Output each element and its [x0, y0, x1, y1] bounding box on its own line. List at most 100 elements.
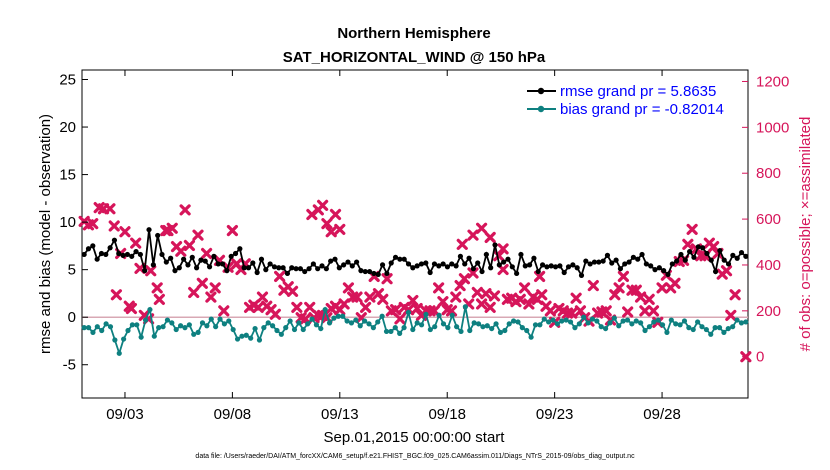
rmse-point: [475, 260, 481, 266]
rmse-point: [202, 258, 208, 264]
bias-point: [458, 328, 464, 335]
obs-count-point: [218, 305, 230, 317]
rmse-point: [172, 268, 178, 274]
rmse-point: [652, 267, 658, 273]
rmse-point: [354, 259, 360, 265]
bias-point: [125, 327, 131, 334]
y-axis-label: rmse and bias (model - observation): [37, 114, 54, 354]
obs-count-point: [613, 282, 625, 294]
rmse-point: [254, 269, 260, 276]
rmse-point: [600, 258, 606, 264]
bias-point: [147, 306, 153, 313]
bias-point: [730, 324, 736, 330]
bias-point: [410, 326, 416, 333]
obs-count-point: [484, 231, 496, 244]
rmse-point: [527, 262, 533, 268]
rmse-point: [345, 259, 351, 265]
bias-point: [195, 329, 201, 335]
obs-count-point: [110, 289, 122, 301]
rmse-point: [444, 264, 451, 270]
plot-frame: [81, 69, 749, 399]
right-y-tick-label: 1200: [756, 73, 789, 90]
rmse-point: [358, 268, 364, 274]
bias-point: [471, 320, 477, 326]
bias-series: [81, 304, 749, 357]
bias-point: [629, 321, 635, 327]
rmse-point: [423, 260, 429, 266]
bias-point: [99, 327, 105, 334]
bias-point: [576, 321, 582, 327]
rmse-point: [258, 256, 265, 262]
rmse-point: [695, 244, 701, 250]
bias-point: [611, 315, 617, 321]
rmse-point: [613, 257, 619, 263]
rmse-point: [349, 263, 355, 269]
rmse-point: [738, 249, 745, 256]
rmse-point: [682, 257, 688, 263]
bias-point: [313, 322, 320, 328]
bias-point: [335, 313, 341, 319]
obs-count-point: [622, 306, 634, 318]
obs-count-point: [377, 293, 389, 305]
bias-point: [418, 322, 425, 328]
x-axis-label: Sep.01,2015 00:00:00 start: [324, 429, 506, 446]
rmse-point: [241, 265, 247, 271]
bias-point: [164, 317, 171, 323]
obs-count-point: [175, 245, 187, 257]
right-y-tick-label: 400: [756, 257, 781, 274]
x-axis-ticks: 09/03 09/08 09/13 09/18 09/23 09/28: [106, 70, 681, 423]
rmse-point: [401, 256, 407, 262]
obs-count-point: [518, 282, 531, 294]
rmse-point: [245, 265, 252, 271]
obs-count-point: [476, 222, 488, 234]
obs-count-series: [78, 199, 752, 363]
bias-point: [480, 324, 486, 330]
bias-point: [414, 320, 420, 326]
bias-point: [708, 331, 714, 337]
rmse-point: [341, 262, 347, 268]
bias-point: [90, 329, 96, 335]
rmse-point: [319, 263, 325, 269]
bias-point: [213, 324, 219, 330]
rmse-point: [362, 268, 368, 275]
bias-point: [283, 325, 289, 331]
chart-subtitle: SAT_HORIZONTAL_WIND @ 150 hPa: [283, 49, 546, 66]
bias-point: [454, 324, 460, 330]
rmse-point: [725, 261, 732, 267]
obs-count-point: [104, 203, 116, 215]
bias-point: [572, 325, 578, 331]
x-tick-label: 09/23: [536, 406, 574, 423]
obs-count-point: [87, 218, 99, 230]
rmse-point: [379, 262, 386, 268]
obs-count-point: [153, 293, 165, 305]
obs-count-point: [497, 243, 509, 255]
bias-point: [134, 322, 140, 328]
rmse-point: [548, 263, 554, 269]
x-tick-label: 09/03: [106, 406, 144, 423]
rmse-point: [328, 258, 334, 264]
obs-count-point: [630, 284, 642, 296]
bias-point: [659, 322, 666, 328]
rmse-point: [531, 255, 537, 261]
bias-point: [725, 325, 731, 332]
bias-point: [208, 316, 214, 322]
bias-point: [497, 329, 504, 335]
obs-count-point: [729, 289, 741, 301]
rmse-point: [418, 261, 425, 267]
bias-point: [156, 325, 162, 331]
bias-point: [440, 321, 447, 327]
obs-count-point: [471, 286, 483, 299]
rmse-point: [583, 258, 589, 264]
obs-count-point: [342, 282, 354, 294]
legend-rmse-marker: [537, 87, 545, 95]
bias-point: [528, 334, 534, 340]
rmse-point: [574, 265, 580, 271]
rmse-point: [453, 263, 459, 269]
bias-point: [559, 318, 565, 324]
obs-count-point: [566, 307, 578, 319]
bias-point: [129, 322, 135, 328]
rmse-point: [397, 256, 403, 262]
bias-point: [182, 325, 188, 331]
rmse-point: [488, 265, 494, 271]
bias-point: [204, 323, 210, 329]
